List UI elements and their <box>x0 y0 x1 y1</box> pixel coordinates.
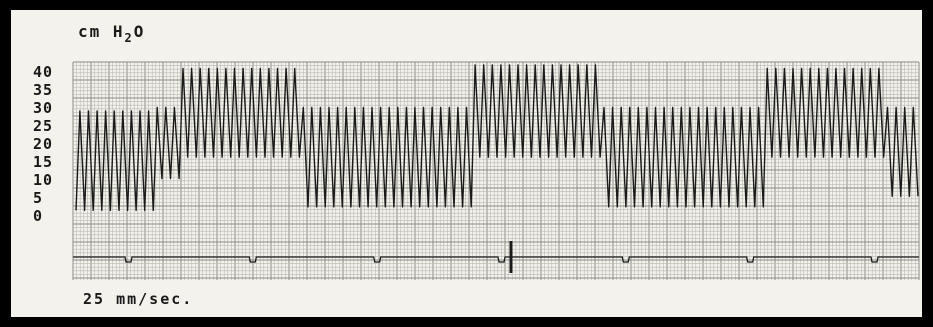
paper-speed-label: 25 mm/sec. <box>83 290 194 308</box>
pressure-waveform <box>75 64 919 212</box>
y-tick-label: 30 <box>33 99 54 117</box>
timing-marker-line <box>73 256 919 263</box>
chart-grid <box>72 61 920 280</box>
y-tick-label: 5 <box>33 189 44 207</box>
pressure-trace-plot <box>72 61 920 280</box>
y-tick-label: 20 <box>33 135 54 153</box>
y-unit-subscript: 2 <box>124 31 134 45</box>
y-tick-label: 35 <box>33 81 54 99</box>
y-unit-suffix: O <box>133 22 146 41</box>
y-tick-label: 0 <box>33 207 44 225</box>
y-axis-unit-label: cm H2O <box>78 22 146 45</box>
chart-paper: cm H2O 40 35 30 25 20 15 10 5 0 25 mm/se… <box>11 10 922 317</box>
y-tick-label: 10 <box>33 171 54 189</box>
y-tick-label: 40 <box>33 63 54 81</box>
y-tick-label: 25 <box>33 117 54 135</box>
y-unit-prefix: cm H <box>78 22 125 41</box>
y-tick-label: 15 <box>33 153 54 171</box>
